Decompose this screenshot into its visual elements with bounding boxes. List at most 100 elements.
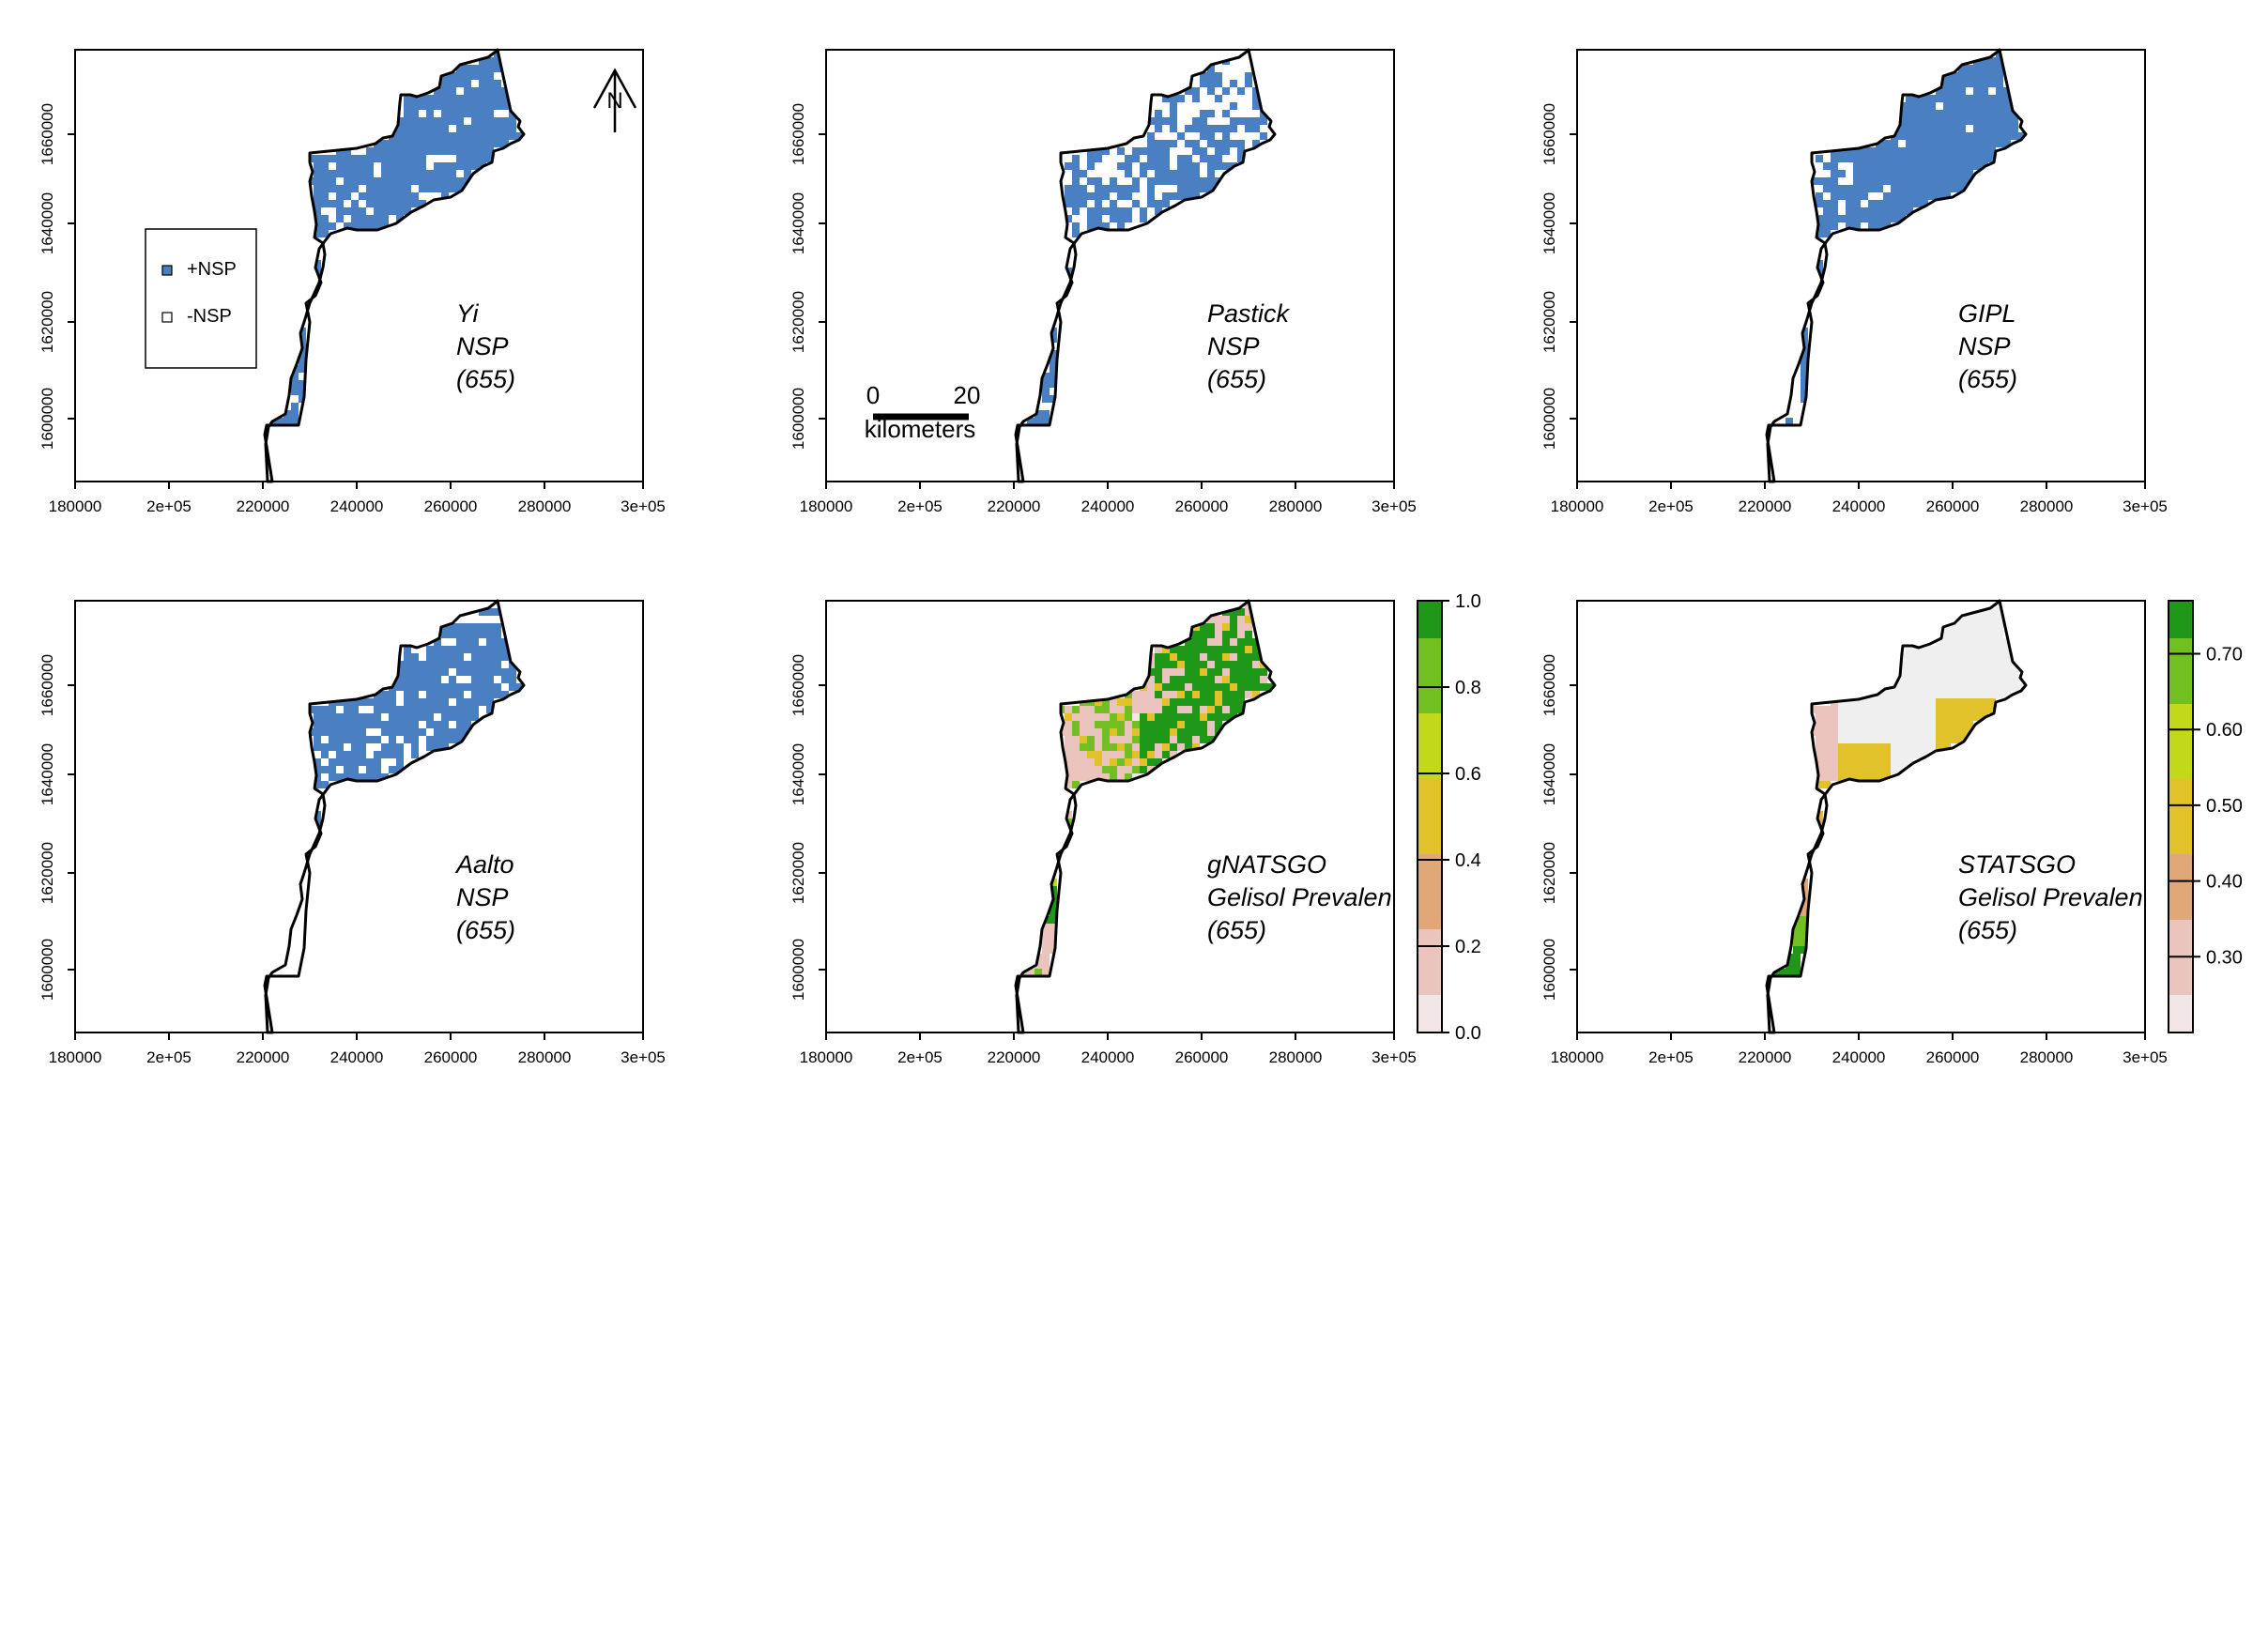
raster-cell bbox=[381, 691, 389, 698]
raster-cell bbox=[1117, 758, 1125, 766]
raster-cell bbox=[1207, 162, 1215, 170]
raster-cell bbox=[1951, 698, 1958, 706]
raster-cell bbox=[1222, 676, 1230, 683]
y-tick-label: 1660000 bbox=[38, 103, 56, 165]
raster-cell bbox=[1816, 728, 1823, 736]
colorbar-swatch bbox=[1418, 817, 1442, 827]
raster-cell bbox=[479, 661, 486, 668]
x-tick-label: 2e+05 bbox=[1648, 1048, 1694, 1066]
y-tick-label: 1660000 bbox=[38, 654, 56, 716]
raster-cell bbox=[366, 721, 374, 728]
raster-cell bbox=[1973, 653, 1981, 661]
raster-cell bbox=[1898, 192, 1906, 200]
raster-cell bbox=[464, 638, 471, 646]
raster-cell bbox=[291, 403, 299, 410]
raster-cell bbox=[1981, 125, 1988, 132]
raster-cell bbox=[1883, 743, 1891, 751]
raster-cell bbox=[1793, 954, 1801, 961]
raster-cell bbox=[1155, 162, 1162, 170]
raster-cell bbox=[1868, 706, 1876, 713]
colorbar-swatch bbox=[2169, 704, 2193, 714]
raster-cell bbox=[1966, 676, 1973, 683]
raster-cell bbox=[434, 743, 441, 751]
raster-cell bbox=[404, 706, 411, 713]
raster-cell bbox=[321, 222, 329, 230]
raster-cell bbox=[1177, 177, 1185, 185]
raster-cell bbox=[434, 683, 441, 691]
raster-cell bbox=[1207, 87, 1215, 95]
raster-cell bbox=[1245, 608, 1252, 616]
raster-cell bbox=[1065, 713, 1072, 721]
raster-cell bbox=[1222, 713, 1230, 721]
raster-cell bbox=[1981, 117, 1988, 125]
raster-cell bbox=[396, 177, 404, 185]
raster-cell bbox=[1966, 65, 1973, 72]
raster-cell bbox=[404, 177, 411, 185]
scale-end-label: 20 bbox=[954, 381, 981, 409]
y-tick-label: 1620000 bbox=[1540, 291, 1558, 353]
raster-cell bbox=[1215, 698, 1222, 706]
raster-cell bbox=[366, 766, 374, 773]
raster-cell bbox=[464, 140, 471, 147]
x-tick-label: 2e+05 bbox=[1648, 497, 1694, 515]
raster-cell bbox=[1080, 743, 1087, 751]
raster-cell bbox=[1222, 110, 1230, 117]
colorbar-swatch bbox=[2169, 723, 2193, 733]
raster-cell bbox=[1162, 683, 1170, 691]
raster-cell bbox=[1147, 185, 1155, 192]
colorbar-swatch bbox=[1418, 976, 1442, 987]
raster-cell bbox=[1981, 155, 1988, 162]
raster-cell bbox=[1951, 170, 1958, 177]
raster-cell bbox=[1876, 721, 1883, 728]
raster-cell bbox=[1816, 743, 1823, 751]
raster-cell bbox=[494, 57, 501, 65]
colorbar-swatch bbox=[1418, 807, 1442, 818]
raster-cell bbox=[1913, 132, 1921, 140]
raster-cell bbox=[1883, 192, 1891, 200]
raster-cell bbox=[1861, 743, 1868, 751]
raster-cell bbox=[404, 691, 411, 698]
raster-cell bbox=[404, 698, 411, 706]
raster-cell bbox=[1981, 80, 1988, 87]
raster-cell bbox=[426, 132, 434, 140]
raster-cell bbox=[336, 773, 344, 781]
raster-cell bbox=[321, 706, 329, 713]
colorbar-swatch bbox=[2169, 873, 2193, 883]
raster-cell bbox=[1966, 646, 1973, 653]
raster-cell bbox=[1973, 87, 1981, 95]
colorbar-swatch bbox=[1418, 742, 1442, 752]
raster-cell bbox=[1200, 661, 1207, 668]
raster-cell bbox=[1162, 117, 1170, 125]
raster-cell bbox=[1200, 653, 1207, 661]
raster-cell bbox=[1155, 751, 1162, 758]
raster-cell bbox=[1876, 706, 1883, 713]
raster-cell bbox=[1215, 646, 1222, 653]
raster-cell bbox=[1177, 95, 1185, 102]
raster-cell bbox=[1117, 773, 1125, 781]
x-tick-label: 3e+05 bbox=[1372, 497, 1417, 515]
raster-cell bbox=[411, 162, 419, 170]
raster-cell bbox=[1921, 661, 1928, 668]
raster-cell bbox=[1140, 751, 1147, 758]
raster-cell bbox=[1162, 676, 1170, 683]
raster-cell bbox=[1237, 706, 1245, 713]
raster-cell bbox=[419, 683, 426, 691]
raster-cell bbox=[1237, 676, 1245, 683]
raster-cell bbox=[1823, 758, 1831, 766]
raster-cell bbox=[344, 751, 351, 758]
raster-cell bbox=[479, 631, 486, 638]
raster-cell bbox=[1846, 200, 1853, 207]
raster-cell bbox=[1921, 147, 1928, 155]
raster-cell bbox=[1200, 80, 1207, 87]
raster-cell bbox=[1230, 653, 1237, 661]
raster-cell bbox=[1132, 766, 1140, 773]
raster-cell bbox=[1981, 683, 1988, 691]
raster-cell bbox=[2003, 661, 2011, 668]
raster-cell bbox=[1943, 140, 1951, 147]
raster-cell bbox=[321, 170, 329, 177]
raster-cell bbox=[1177, 192, 1185, 200]
raster-cell bbox=[2003, 117, 2011, 125]
raster-cell bbox=[426, 653, 434, 661]
raster-cell bbox=[1981, 608, 1988, 616]
raster-cell bbox=[1853, 713, 1861, 721]
